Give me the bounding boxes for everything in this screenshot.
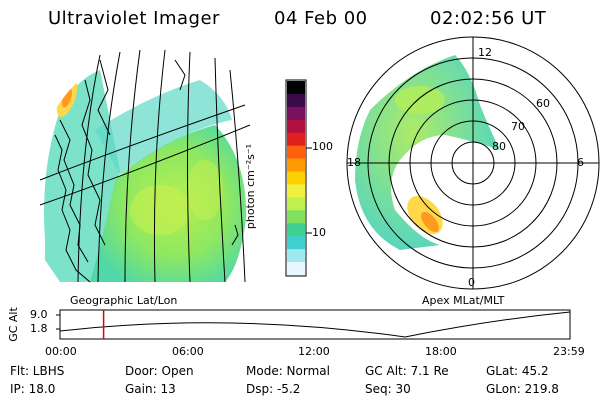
colorbar-tick-100: 100 [312,140,333,153]
mlt-label-12: 12 [478,46,492,59]
mode-status: Mode: Normal [246,364,330,378]
mlat-label-60: 60 [536,97,550,110]
time-tick-0000: 00:00 [45,345,77,358]
door-status: Door: Open [125,364,194,378]
dsp-status: Dsp: -5.2 [246,382,301,396]
colorbar-band [287,197,305,211]
colorbar-label: photon cm⁻²s⁻¹ [244,143,258,230]
colorbar-band [287,158,305,173]
mlt-label-0: 0 [468,276,475,289]
gc-alt-axis-label: GC Alt [6,307,20,342]
colorbar-band [287,210,305,224]
mlat-label-70: 70 [511,120,525,133]
mlt-label-18: 18 [347,156,361,169]
glat-status: GLat: 45.2 [486,364,549,378]
alt-tick-9: 9.0 [30,308,48,321]
time-tick-2359: 23:59 [553,345,585,358]
colorbar-band [287,249,305,263]
glon-status: GLon: 219.8 [486,382,559,396]
colorbar-band [287,132,305,147]
polar-grid [346,36,600,290]
colorbar-band [287,106,305,121]
filter-status: Flt: LBHS [10,364,65,378]
time-tick-1200: 12:00 [298,345,330,358]
colorbar-band [287,93,305,108]
geographic-caption: Geographic Lat/Lon [70,294,178,307]
colorbar-band [287,262,305,276]
time-label: 02:02:56 UT [430,8,547,29]
mlt-label-6: 6 [577,156,584,169]
colorbar-band [287,145,305,160]
mlat-label-80: 80 [492,140,506,153]
right-emission-image [355,55,500,250]
left-emission-image [44,70,247,282]
colorbar-band [287,223,305,237]
colorbar [285,79,312,277]
geographic-panel [39,49,251,283]
seq-status: Seq: 30 [365,382,411,396]
colorbar-tick-10: 10 [312,226,326,239]
gc-alt-status: GC Alt: 7.1 Re [365,364,449,378]
alt-tick-1-8: 1.8 [30,322,48,335]
apex-caption: Apex MLat/MLT [422,294,505,307]
altitude-strip [56,309,571,340]
colorbar-band [287,184,305,198]
colorbar-band [287,236,305,250]
time-tick-1800: 18:00 [425,345,457,358]
date-label: 04 Feb 00 [274,8,368,29]
ip-status: IP: 18.0 [10,382,56,396]
colorbar-band [287,119,305,134]
time-tick-0600: 06:00 [172,345,204,358]
gain-status: Gain: 13 [125,382,176,396]
colorbar-band [287,171,305,185]
geo-grid [39,49,251,283]
coastlines [54,59,239,283]
instrument-title: Ultraviolet Imager [48,8,220,29]
polar-panel [346,36,600,290]
colorbar-band [287,81,305,95]
